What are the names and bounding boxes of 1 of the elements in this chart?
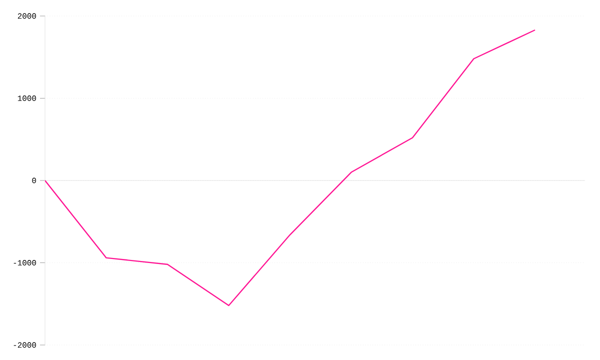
line-series (45, 29, 536, 306)
